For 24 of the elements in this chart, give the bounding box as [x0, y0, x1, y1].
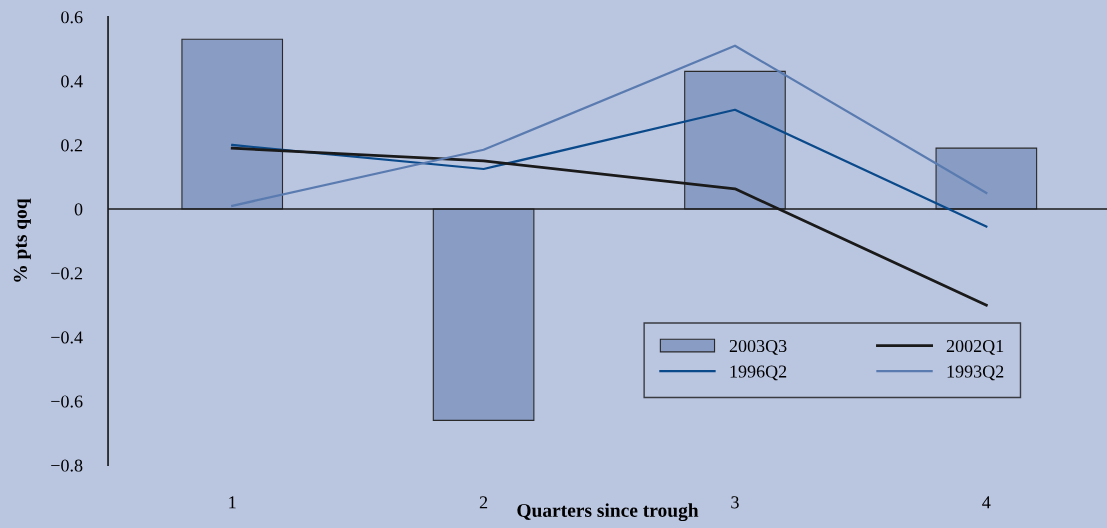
y-tick-label: 0 — [74, 203, 83, 216]
y-axis-title: % pts qoq — [13, 198, 31, 282]
legend-label: 2003Q3 — [729, 339, 787, 355]
legend-label: 2002Q1 — [946, 339, 1004, 355]
y-tick-label: −0.4 — [51, 331, 83, 344]
legend-label: 1993Q2 — [947, 365, 1004, 381]
x-axis-title: Quarters since trough — [517, 503, 699, 522]
x-tick-label: 4 — [982, 496, 991, 509]
y-tick-label: 0.4 — [61, 75, 83, 88]
y-tick-label: 0.6 — [61, 11, 83, 24]
legend-label: 1996Q2 — [730, 365, 787, 381]
bar — [935, 147, 1038, 210]
bar — [684, 70, 786, 210]
bar — [181, 38, 284, 210]
line-series — [231, 44, 988, 207]
y-tick-label: −0.8 — [51, 459, 83, 472]
y-tick-label: 0.2 — [61, 139, 83, 152]
x-tick-label: 1 — [229, 496, 236, 509]
y-tick-label: −0.2 — [51, 267, 83, 280]
y-tick-label: −0.6 — [51, 395, 83, 408]
x-tick-label: 3 — [731, 496, 739, 509]
line-series — [231, 108, 988, 228]
x-tick-label: 2 — [479, 496, 488, 509]
bar — [432, 208, 535, 421]
